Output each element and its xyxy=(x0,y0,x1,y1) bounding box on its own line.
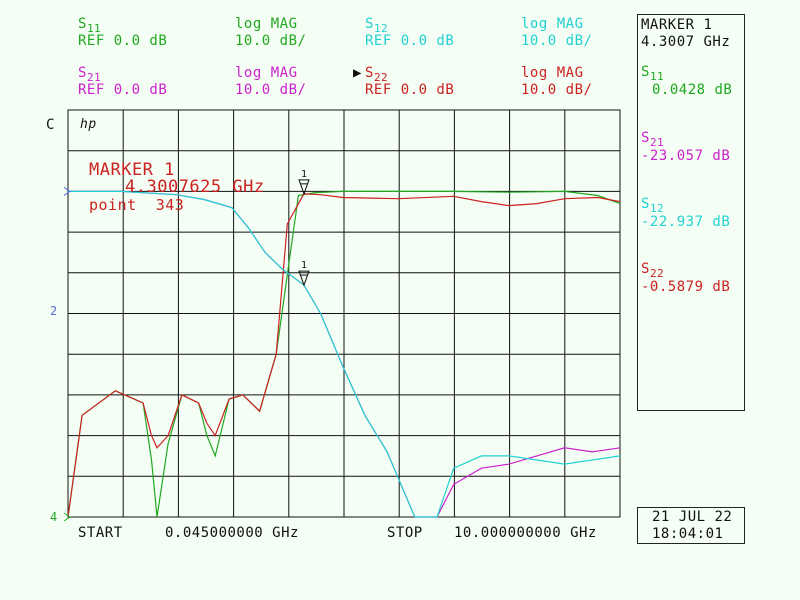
overlay-marker-frequency: 4.3007625 GHz xyxy=(125,177,265,197)
stop-value: 10.000000000 GHz xyxy=(454,525,597,541)
s22-scale: 10.0 dB/ xyxy=(521,82,593,98)
active-channel-arrow-icon: ▶ xyxy=(353,65,362,81)
panel-marker-frequency: 4.3007 GHz xyxy=(641,34,731,50)
readout-s21-value: -23.057 dB xyxy=(641,148,731,164)
start-value: 0.045000000 GHz xyxy=(165,525,299,541)
s11-name: S11 xyxy=(78,16,102,35)
s12-name: S12 xyxy=(365,16,389,35)
readout-s11-name: S11 xyxy=(641,64,665,83)
chart-traces xyxy=(67,190,621,518)
s11-format: log MAG xyxy=(235,16,298,32)
marker-triangle-s21 xyxy=(298,270,310,287)
readout-s12-value: -22.937 dB xyxy=(641,214,731,230)
overlay-marker-point: point 343 xyxy=(89,196,185,214)
s21-ref: REF 0.0 dB xyxy=(78,82,168,98)
readout-s21-name: S21 xyxy=(641,130,665,149)
marker-readout-panel xyxy=(637,14,745,411)
bottom-arrow-icon xyxy=(63,512,71,522)
s11-ref: REF 0.0 dB xyxy=(78,33,168,49)
stop-label: STOP xyxy=(387,525,423,541)
datetime-box xyxy=(637,507,745,544)
panel-marker-title: MARKER 1 xyxy=(641,17,713,33)
s12-ref: REF 0.0 dB xyxy=(365,33,455,49)
readout-s22-name: S22 xyxy=(641,261,665,280)
marker-number-label: 1 xyxy=(301,169,307,180)
s22-format: log MAG xyxy=(521,65,584,81)
s11-scale: 10.0 dB/ xyxy=(235,33,307,49)
start-label: START xyxy=(78,525,123,541)
s21-name: S21 xyxy=(78,65,102,84)
reference-arrow-icon xyxy=(63,186,71,196)
s12-format: log MAG xyxy=(521,16,584,32)
chart-markers: 11 xyxy=(63,169,310,522)
trace-s12 xyxy=(68,190,621,518)
s21-format: log MAG xyxy=(235,65,298,81)
date-label: 21 JUL 22 xyxy=(652,509,733,525)
readout-s22-value: -0.5879 dB xyxy=(641,279,731,295)
marker-number-label: 1 xyxy=(301,260,307,271)
s22-ref: REF 0.0 dB xyxy=(365,82,455,98)
bottom-line-marker: 4 xyxy=(50,510,58,524)
hp-logo: hp xyxy=(80,117,97,132)
channel-label: C xyxy=(46,117,55,133)
overlay-marker-title: MARKER 1 xyxy=(89,160,175,180)
readout-s12-name: S12 xyxy=(641,196,665,215)
trace-s22 xyxy=(67,193,621,518)
s12-scale: 10.0 dB/ xyxy=(521,33,593,49)
reference-line-marker: 2 xyxy=(50,304,58,318)
readout-s11-value: 0.0428 dB xyxy=(652,82,733,98)
s22-name: S22 xyxy=(365,65,389,84)
time-label: 18:04:01 xyxy=(652,526,724,542)
s21-scale: 10.0 dB/ xyxy=(235,82,307,98)
marker-triangle-s22 xyxy=(298,179,310,196)
